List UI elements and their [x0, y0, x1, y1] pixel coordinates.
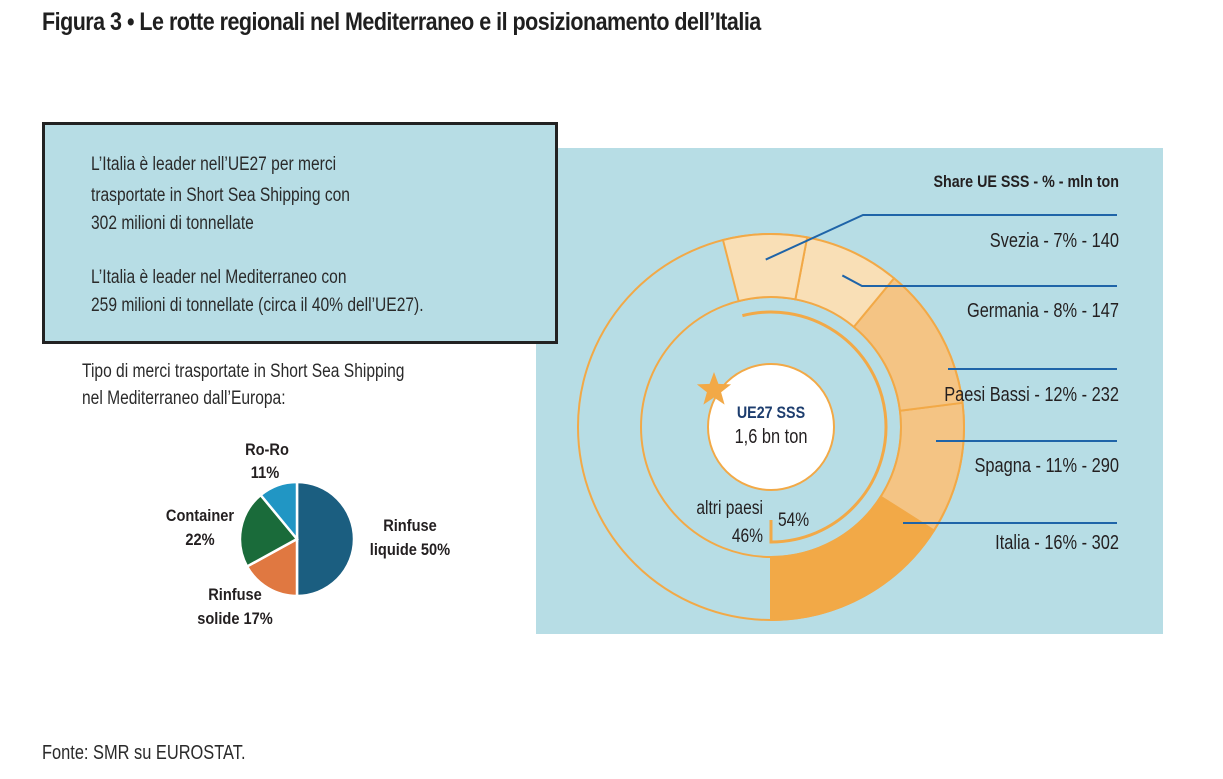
leader-line-svezia: [765, 214, 1117, 261]
pie-label-container-name: Container: [166, 507, 234, 525]
source-note: Fonte: SMR su EUROSTAT.: [42, 742, 246, 764]
top5-share-arc: [742, 310, 888, 544]
eu-share-donut: [577, 214, 1117, 622]
highlight-line: L’Italia è leader nel Mediterraneo con: [91, 267, 347, 288]
highlight-box: L’Italia è leader nell’UE27 per merci tr…: [42, 122, 558, 344]
donut-segment-svezia: [721, 233, 809, 303]
pie-label-liquide-value: liquide 50%: [370, 541, 450, 559]
donut-label-germania: Germania - 8% - 147: [967, 298, 1119, 321]
pie-label-liquide-name: Rinfuse: [383, 517, 437, 535]
cargo-pie-labels: Ro-Ro 11% Container 22% Rinfuse liquide …: [166, 441, 450, 628]
others-label: altri paesi: [696, 497, 763, 519]
highlight-line: 259 milioni di tonnellate (circa il 40% …: [91, 295, 424, 316]
center-value: 1,6 bn ton: [735, 424, 808, 447]
donut-segment-germania: [794, 236, 896, 329]
pie-slice-ro-ro: [258, 480, 299, 543]
pie-label-roro-value: 11%: [251, 464, 279, 482]
star-icon: [696, 372, 732, 405]
donut-label-paesi-bassi: Paesi Bassi - 12% - 232: [944, 382, 1119, 405]
donut-label-italia: Italia - 16% - 302: [995, 530, 1119, 553]
center-circle: [707, 363, 835, 491]
cargo-pie-chart: [238, 480, 356, 598]
others-annotation: altri paesi 46% 54%: [696, 497, 809, 547]
donut-segment-paesi-bassi: [852, 276, 964, 412]
donut-label-spagna: Spagna - 11% - 290: [975, 453, 1119, 476]
pie-caption: Tipo di merci trasportate in Short Sea S…: [82, 358, 404, 412]
donut-title: Share UE SSS - % - mln ton: [933, 173, 1119, 191]
pie-label-roro-name: Ro-Ro: [245, 441, 289, 459]
donut-segment-spagna: [879, 401, 965, 532]
highlight-line: L’Italia è leader nell’UE27 per merci: [91, 154, 337, 175]
donut-label-svezia: Svezia - 7% - 140: [990, 228, 1119, 251]
center-label: UE27 SSS: [737, 404, 805, 422]
others-pct: 46%: [732, 525, 763, 547]
donut-segment-italia: [770, 495, 936, 622]
highlight-line: trasportate in Short Sea Shipping con: [91, 185, 350, 206]
pie-caption-line: nel Mediterraneo dall’Europa:: [82, 388, 286, 409]
top5-pct: 54%: [778, 509, 809, 531]
pie-caption-line: Tipo di merci trasportate in Short Sea S…: [82, 361, 405, 382]
pie-slice-container: [238, 493, 299, 569]
highlight-line: 302 milioni di tonnellate: [91, 213, 254, 234]
leader-line-germania: [841, 274, 1117, 287]
pie-slice-rinfuse-solide: [245, 536, 299, 598]
pie-label-solide-value: solide 17%: [197, 610, 273, 628]
donut-center: UE27 SSS 1,6 bn ton: [696, 363, 835, 491]
pie-slice-rinfuse-liquide: [295, 480, 356, 598]
figure-title: Figura 3 • Le rotte regionali nel Medite…: [42, 8, 761, 36]
donut-legend-labels: Svezia - 7% - 140 Germania - 8% - 147 Pa…: [944, 228, 1119, 553]
pie-label-container-value: 22%: [185, 531, 214, 549]
pie-label-solide-name: Rinfuse: [208, 586, 262, 604]
